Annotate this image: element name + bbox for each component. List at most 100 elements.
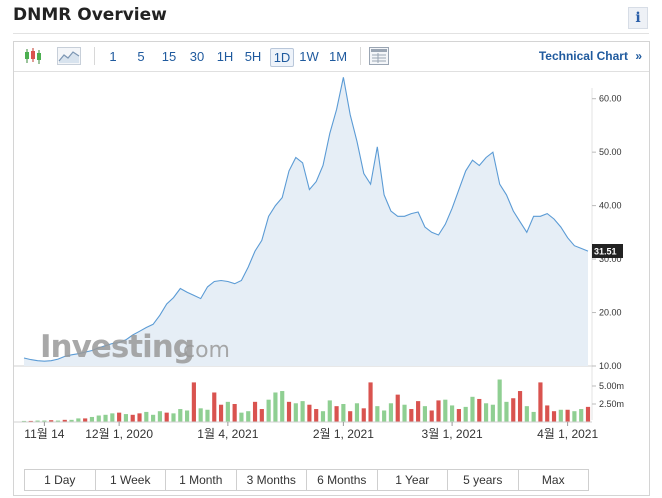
time-range-selector: 1 Day 1 Week 1 Month 3 Months 6 Months 1…: [24, 469, 589, 491]
volume-bar: [35, 420, 40, 422]
range-1-year[interactable]: 1 Year: [378, 470, 448, 490]
volume-bar: [178, 409, 183, 422]
volume-bar: [110, 413, 115, 422]
range-1-week[interactable]: 1 Week: [96, 470, 166, 490]
volume-bar: [551, 411, 557, 422]
price-tick-label: 40.00: [599, 201, 622, 211]
price-tick-label: 10.00: [599, 361, 622, 371]
watermark-main: Investing: [40, 329, 194, 365]
time-axis: 11월 14 12월 1, 2020 1월 4, 2021 2월 1, 2021 3월 …: [24, 422, 598, 441]
candlestick-icon[interactable]: [22, 46, 44, 66]
volume-bar: [62, 419, 67, 422]
range-1-month[interactable]: 1 Month: [166, 470, 237, 490]
volume-tick-label: 5.00m: [599, 381, 624, 391]
table-icon[interactable]: [368, 46, 390, 66]
chevron-right-icon: »: [635, 49, 642, 63]
volume-bar: [388, 403, 394, 422]
toolbar-divider: [94, 47, 95, 65]
volume-bar: [409, 409, 414, 422]
volume-bar: [368, 382, 373, 422]
toolbar-divider: [360, 47, 361, 65]
price-tick-label: 20.00: [599, 308, 622, 318]
interval-1d[interactable]: 1D: [270, 48, 294, 67]
volume-bar: [55, 420, 61, 422]
price-tick-label: 30.00: [599, 254, 622, 264]
time-tick-label: 4월 1, 2021: [537, 427, 598, 441]
interval-1h[interactable]: 1H: [216, 49, 234, 64]
price-area-series: [23, 77, 589, 367]
volume-bar: [341, 404, 346, 422]
interval-1w[interactable]: 1W: [299, 49, 319, 64]
volume-bar: [273, 392, 278, 422]
range-max[interactable]: Max: [541, 473, 565, 487]
interval-15[interactable]: 15: [161, 49, 177, 64]
interval-30[interactable]: 30: [189, 49, 205, 64]
volume-bar: [232, 404, 237, 422]
volume-bar: [157, 411, 162, 422]
volume-bar: [436, 400, 441, 422]
volume-bar: [579, 409, 584, 422]
chart-frame: [13, 41, 650, 496]
price-line: [23, 77, 589, 362]
volume-bar: [422, 406, 427, 422]
price-tick-label: 50.00: [599, 147, 622, 157]
info-icon[interactable]: i: [628, 7, 648, 29]
last-price-label: 31.51: [594, 247, 617, 257]
volume-bar: [164, 412, 169, 422]
range-5-years[interactable]: 5 years: [448, 470, 519, 490]
technical-chart-label: Technical Chart: [538, 49, 628, 63]
volume-bar: [280, 391, 285, 422]
volume-bar: [300, 401, 305, 422]
volume-bar: [402, 404, 407, 422]
volume-bar: [76, 418, 81, 422]
interval-5[interactable]: 5: [137, 49, 145, 64]
volume-bar: [314, 409, 319, 422]
interval-1[interactable]: 1: [109, 49, 117, 64]
range-6-months[interactable]: 6 Months: [307, 470, 378, 490]
volume-bar: [117, 412, 122, 422]
area-chart-icon[interactable]: [56, 46, 82, 66]
volume-bar: [266, 399, 271, 422]
range-3-months[interactable]: 3 Months: [237, 470, 307, 490]
volume-bar: [524, 406, 529, 422]
volume-bar: [395, 394, 400, 422]
volume-bar: [144, 411, 149, 422]
time-tick-label: 12월 1, 2020: [85, 427, 153, 441]
interval-1m[interactable]: 1M: [328, 49, 348, 64]
volume-bar: [450, 405, 455, 422]
last-price-marker: 31.51: [592, 244, 623, 259]
volume-bar: [572, 411, 577, 422]
volume-bar: [259, 409, 264, 422]
chart-toolbar: 1 5 15 30 1H 5H 1D 1W 1M Technical Chart…: [14, 42, 649, 72]
investing-watermark: Investing .com: [40, 329, 230, 365]
volume-series: [14, 379, 592, 423]
price-chart[interactable]: Investing .com 60.00 50.00 40.00 30.00 20.00…: [14, 72, 649, 452]
volume-tick-label: 2.50m: [599, 399, 624, 409]
volume-bar: [28, 420, 33, 422]
volume-bar: [320, 411, 326, 422]
volume-bar: [246, 411, 251, 422]
volume-bar: [375, 406, 380, 422]
technical-chart-link[interactable]: Technical Chart »: [539, 49, 642, 63]
volume-bar: [511, 398, 516, 422]
time-tick-label: 1월 4, 2021: [197, 427, 258, 441]
volume-bar: [517, 391, 523, 422]
volume-bar: [205, 409, 210, 422]
volume-bar: [477, 398, 482, 422]
volume-bar: [191, 382, 196, 422]
volume-bar: [252, 401, 258, 422]
volume-bar: [483, 403, 489, 422]
volume-bar: [49, 420, 54, 422]
volume-bar: [327, 400, 332, 422]
volume-bar: [239, 412, 244, 422]
volume-bar: [286, 401, 292, 422]
price-tick-label: 60.00: [599, 94, 622, 104]
volume-bar: [225, 401, 230, 422]
volume-bar: [123, 414, 129, 422]
last-price-badge: [592, 244, 623, 259]
volume-bar: [137, 413, 142, 422]
range-1-day[interactable]: 1 Day: [25, 470, 96, 490]
interval-5h[interactable]: 5H: [244, 49, 262, 64]
volume-bar: [531, 411, 536, 422]
volume-bar: [293, 403, 298, 422]
